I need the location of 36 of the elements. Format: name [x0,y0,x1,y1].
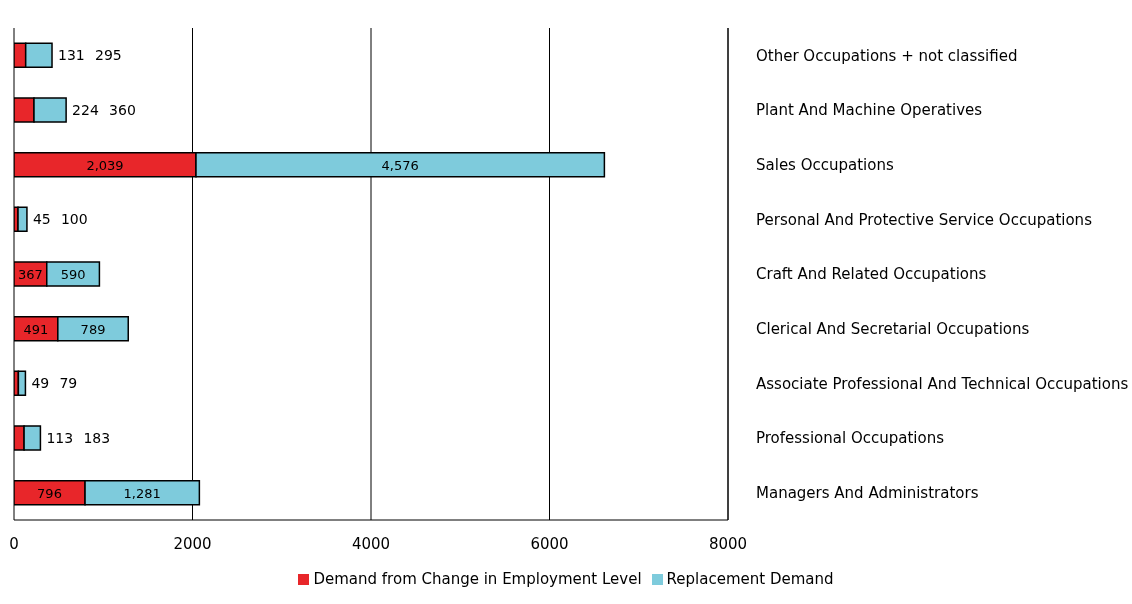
data-label: 360 [109,101,136,118]
data-label: 590 [60,266,86,282]
x-tick-label: 6000 [530,534,569,553]
data-label: 45 [32,211,51,228]
data-label: 183 [83,429,111,446]
y-tick-label: Clerical And Secretarial Occupations [756,319,1030,338]
data-label: 2,039 [86,157,124,173]
x-tick-label: 8000 [708,534,748,553]
data-label: 1,281 [123,485,161,501]
data-label: 131 [58,47,85,64]
x-tick-label: 2000 [173,534,212,553]
x-tick-label: 4000 [351,534,391,553]
y-tick-label: Craft And Related Occupations [756,265,987,284]
y-tick-label: Professional Occupations [756,429,945,448]
data-label: 367 [17,266,43,282]
data-label: 113 [46,429,74,446]
data-label: 49 [31,375,50,392]
y-tick-label: Other Occupations + not classified [756,46,1018,65]
bar [17,206,28,233]
bar [17,370,27,397]
y-tick-label: Sales Occupations [756,155,894,174]
data-label: 4,576 [381,157,419,173]
legend-label: Demand from Change in Employment Level [313,570,642,588]
data-label: 224 [72,101,99,118]
data-label: 491 [23,321,49,337]
data-label: 796 [37,485,62,501]
y-tick-label: Managers And Administrators [756,483,979,502]
y-tick-label: Personal And Protective Service Occupations [756,210,1093,229]
x-tick-label: 0 [9,534,19,553]
y-tick-label: Associate Professional And Technical Occupations [756,374,1129,393]
data-label: 100 [60,211,88,228]
y-tick-label: Plant And Machine Operatives [756,101,983,120]
data-label: 789 [80,321,106,337]
data-label: 295 [95,47,122,64]
legend-label: Replacement Demand [666,570,834,588]
data-label: 79 [59,375,78,392]
